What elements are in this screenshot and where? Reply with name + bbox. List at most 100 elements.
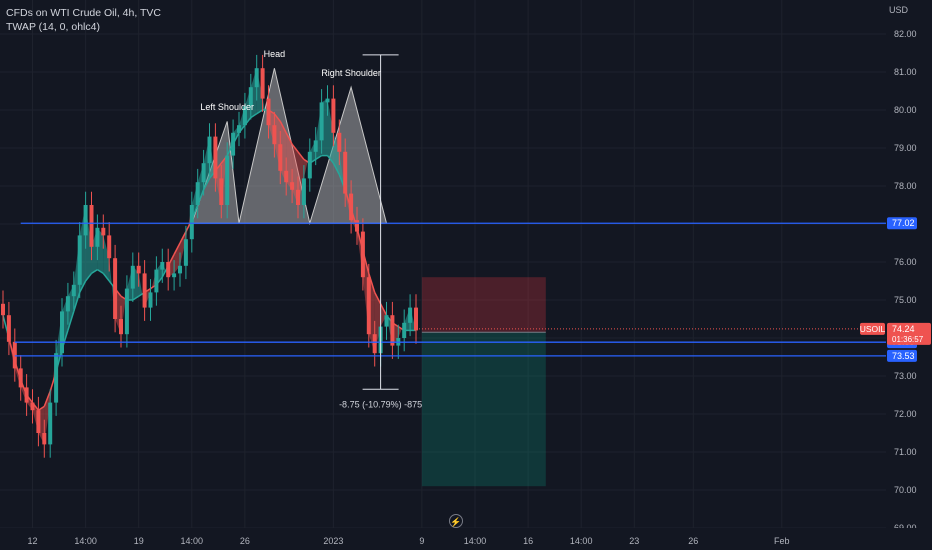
x-tick-label: 26 <box>688 536 698 546</box>
x-tick-label: 14:00 <box>570 536 593 546</box>
candle <box>372 320 377 367</box>
candle-body <box>284 170 289 183</box>
candle <box>101 214 106 249</box>
candle-body <box>248 87 253 107</box>
candle-body <box>113 258 118 319</box>
twap-line-segment <box>173 242 181 255</box>
candle <box>89 191 94 261</box>
candle <box>1 290 5 329</box>
twap-line-segment <box>91 268 98 275</box>
candle <box>207 123 212 177</box>
stop-zone <box>421 277 546 333</box>
candle <box>183 225 188 280</box>
x-tick-label: 12 <box>27 536 37 546</box>
twap-cloud-segment <box>380 303 387 327</box>
level-price-label: 73.53 <box>892 351 915 361</box>
twap-line-segment <box>250 113 258 119</box>
candle <box>343 138 348 207</box>
candle-body <box>337 132 342 152</box>
candle <box>119 305 123 348</box>
twap-line-segment <box>256 109 264 115</box>
candle-body <box>266 98 271 126</box>
twap-line-segment <box>368 273 376 293</box>
candle-body <box>195 182 200 205</box>
candle <box>148 279 153 321</box>
candle <box>54 339 59 416</box>
candle-body <box>325 98 330 103</box>
candle <box>201 149 206 196</box>
candle-body <box>372 334 377 354</box>
candle <box>366 263 371 348</box>
twap-cloud-segment <box>398 322 405 338</box>
candle <box>278 130 283 185</box>
candle-body <box>349 193 354 221</box>
twap-cloud-segment <box>327 98 334 164</box>
candle <box>219 165 224 219</box>
lightning-icon[interactable]: ⚡ <box>449 514 463 528</box>
currency-label[interactable]: USD <box>888 5 908 15</box>
x-axis-panel <box>0 528 932 550</box>
y-tick-label: 70.00 <box>894 485 917 495</box>
twap-line-segment <box>374 292 382 305</box>
twap-line-segment <box>332 162 340 175</box>
candle <box>402 309 407 352</box>
candle-body <box>24 387 29 403</box>
candle-body <box>290 182 295 190</box>
candle-body <box>95 227 100 247</box>
candle-body <box>402 322 407 338</box>
candle-body <box>254 68 259 88</box>
y-tick-label: 81.00 <box>894 67 917 77</box>
candle <box>142 260 147 321</box>
candle <box>172 260 177 291</box>
candle-body <box>242 106 247 126</box>
twap-cloud-segment <box>303 151 310 179</box>
x-tick-label: 9 <box>419 536 424 546</box>
x-tick-label: 14:00 <box>464 536 487 546</box>
candle-body <box>48 402 53 445</box>
candle <box>296 176 300 219</box>
candle-body <box>313 140 318 152</box>
candle-body <box>107 235 112 259</box>
candle-body <box>77 235 82 285</box>
symbol-title[interactable]: CFDs on WTI Crude Oil, 4h, TVC <box>6 7 162 19</box>
candle <box>349 180 354 234</box>
y-tick-label: 72.00 <box>894 409 917 419</box>
candle <box>124 275 129 348</box>
twap-line-segment <box>179 231 187 244</box>
candle <box>301 165 306 219</box>
candle <box>83 191 88 249</box>
candle-body <box>148 292 153 308</box>
candle <box>225 142 230 219</box>
candle-body <box>384 315 389 327</box>
candle <box>178 252 182 287</box>
level-price-tag <box>887 217 917 230</box>
indicator-title[interactable]: TWAP (14, 0, ohlc4) <box>6 21 100 33</box>
candle-body <box>296 189 300 205</box>
candle-body <box>154 269 159 293</box>
candle <box>48 389 53 458</box>
candle <box>325 85 330 116</box>
x-tick-label: 16 <box>523 536 533 546</box>
candle <box>189 191 194 253</box>
candle <box>384 301 389 340</box>
x-tick-label: 23 <box>629 536 639 546</box>
candle <box>42 419 47 458</box>
x-tick-label: 14:00 <box>181 536 204 546</box>
candle <box>107 222 112 272</box>
candle <box>60 298 64 367</box>
candle <box>71 271 76 310</box>
twap-cloud-segment <box>150 269 157 293</box>
candle <box>360 218 365 291</box>
twap-line-segment <box>285 132 293 145</box>
twap-cloud-segment <box>227 132 234 156</box>
candle <box>77 222 82 299</box>
candle-body <box>172 273 177 278</box>
x-tick-label: 14:00 <box>74 536 97 546</box>
candle <box>331 85 336 147</box>
candle <box>30 389 35 424</box>
candle-body <box>54 353 59 403</box>
candle <box>213 123 218 192</box>
candle-body <box>331 98 336 133</box>
candle <box>319 89 324 154</box>
